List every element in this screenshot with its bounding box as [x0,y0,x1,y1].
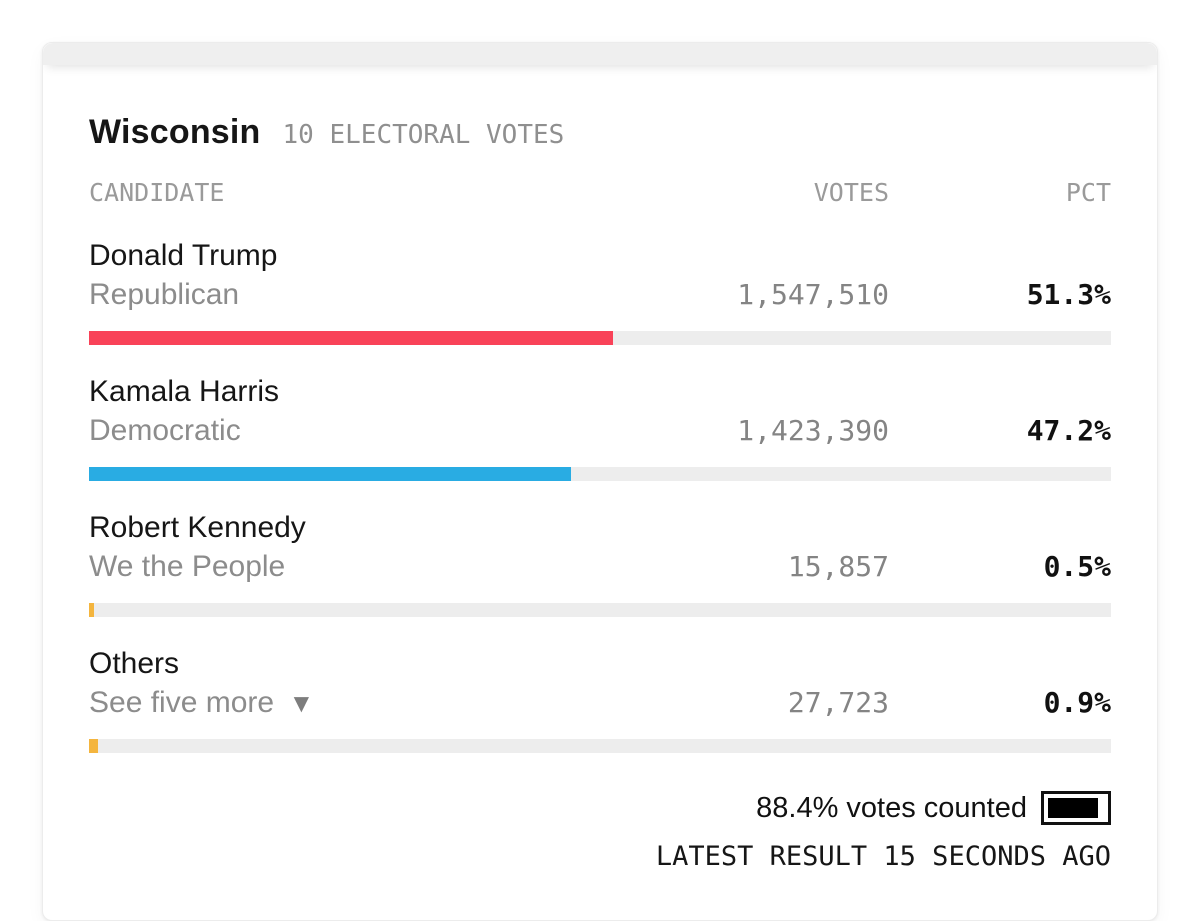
candidate-info: Others See five more ▼ [89,645,589,723]
candidate-name: Robert Kennedy [89,511,306,544]
chevron-down-icon: ▼ [288,688,315,718]
result-bar-track [89,739,1111,753]
candidate-name: Others [89,647,180,680]
candidate-info: Donald Trump Republican [89,237,589,315]
result-bar-fill [89,603,95,617]
candidate-pct: 47.2% [1026,414,1111,447]
result-bar-track [89,603,1111,617]
row-main: Donald Trump Republican 1,547,510 51.3% [89,237,1111,315]
row-main: Kamala Harris Democratic 1,423,390 47.2% [89,373,1111,451]
candidate-info: Kamala Harris Democratic [89,373,589,451]
electoral-votes-label: 10 ELECTORAL VOTES [282,120,565,150]
candidate-row-harris: Kamala Harris Democratic 1,423,390 47.2% [89,373,1111,481]
result-bar-track [89,467,1111,481]
votes-counted-line: 88.4% votes counted [89,791,1111,825]
candidate-name: Kamala Harris [89,375,280,408]
footer: 88.4% votes counted LATEST RESULT 15 SEC… [89,791,1111,872]
candidate-votes: 15,857 [787,550,889,583]
meter-fill [1048,798,1098,818]
candidate-name: Donald Trump [89,239,278,272]
state-title: Wisconsin [89,113,261,151]
candidate-party: We the People [89,550,286,583]
title-row: Wisconsin 10 ELECTORAL VOTES [89,113,1111,152]
result-bar-fill [89,739,99,753]
candidate-info: Robert Kennedy We the People [89,509,589,587]
candidate-row-kennedy: Robert Kennedy We the People 15,857 0.5% [89,509,1111,617]
col-header-candidate: CANDIDATE [89,178,225,207]
col-header-pct: PCT [1065,178,1111,207]
candidate-row-others: Others See five more ▼ 27,723 0.9% [89,645,1111,753]
candidate-row-trump: Donald Trump Republican 1,547,510 51.3% [89,237,1111,345]
candidate-party: Democratic [89,414,241,447]
candidate-pct: 51.3% [1026,278,1111,311]
candidate-party: Republican [89,278,240,311]
result-bar-fill [89,331,614,345]
votes-counted-label: 88.4% votes counted [756,791,1027,824]
row-main: Others See five more ▼ 27,723 0.9% [89,645,1111,723]
see-more-label: See five more [89,686,275,719]
candidate-votes: 1,423,390 [737,414,889,447]
column-headers: CANDIDATE VOTES PCT [89,178,1111,207]
candidate-pct: 0.9% [1043,686,1111,719]
candidate-votes: 27,723 [787,686,889,719]
results-card: Wisconsin 10 ELECTORAL VOTES CANDIDATE V… [42,42,1158,921]
votes-counted-meter-icon [1041,791,1111,825]
see-more-toggle[interactable]: See five more ▼ [89,683,589,723]
result-bar-track [89,331,1111,345]
col-header-votes: VOTES [813,178,889,207]
candidate-pct: 0.5% [1043,550,1111,583]
card-top-strip [43,43,1157,65]
row-main: Robert Kennedy We the People 15,857 0.5% [89,509,1111,587]
candidate-votes: 1,547,510 [737,278,889,311]
result-bar-fill [89,467,572,481]
card-body: Wisconsin 10 ELECTORAL VOTES CANDIDATE V… [43,65,1157,920]
latest-result-status: LATEST RESULT 15 SECONDS AGO [655,841,1111,872]
